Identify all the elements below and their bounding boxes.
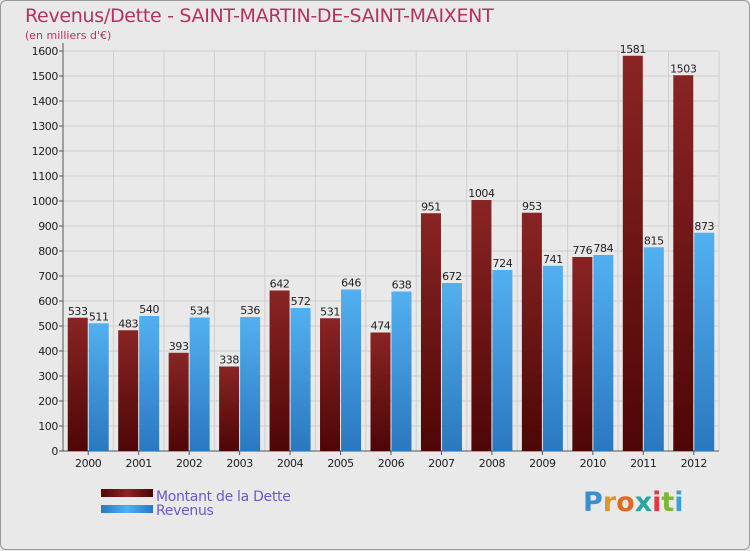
data-label: 533 [68,305,88,318]
x-tick-label: 2000 [75,457,102,470]
x-tick-label: 2001 [125,457,151,470]
y-tick-label: 700 [38,270,58,283]
x-tick-label: 2008 [479,457,506,470]
y-tick-label: 400 [38,345,58,358]
data-label: 474 [371,320,391,333]
x-tick-label: 2009 [529,457,556,470]
x-tick-label: 2006 [378,457,405,470]
bar-dette [370,332,391,451]
data-label: 873 [694,220,714,233]
bar-dette [420,213,441,451]
bar-dette [320,318,341,451]
data-label: 534 [190,305,210,318]
data-label: 672 [442,270,462,283]
bar-revenus [88,323,109,451]
data-label: 511 [89,310,109,323]
data-label: 724 [493,257,513,270]
legend-label-dette: Montant de la Dette [156,489,291,505]
x-tick-label: 2012 [681,457,707,470]
y-tick-label: 1200 [32,145,59,158]
y-tick-label: 1500 [32,70,59,83]
bar-dette [471,200,492,451]
x-tick-label: 2010 [580,457,607,470]
y-tick-label: 600 [38,295,58,308]
x-tick-label: 2002 [176,457,202,470]
bar-revenus [341,289,362,451]
y-tick-label: 900 [38,220,58,233]
data-label: 536 [240,304,260,317]
data-label: 776 [572,244,592,257]
legend-swatch-revenus [101,505,153,513]
y-tick-label: 1000 [32,195,59,208]
data-label: 540 [139,303,159,316]
legend-swatch-dette [101,489,153,497]
bar-dette [219,366,240,451]
bar-dette [673,75,694,451]
chart-title: Revenus/Dette - SAINT-MARTIN-DE-SAINT-MA… [25,5,494,27]
data-label: 646 [341,277,361,290]
y-tick-label: 1100 [32,170,59,183]
data-label: 815 [644,234,664,247]
bar-revenus [240,317,261,451]
data-label: 572 [291,295,311,308]
bar-revenus [492,270,513,451]
bar-dette [168,352,189,451]
x-tick-label: 2005 [327,457,354,470]
y-tick-label: 0 [51,445,58,458]
legend-label-revenus: Revenus [156,503,214,519]
data-label: 1004 [468,187,495,200]
bar-dette [521,212,542,451]
y-tick-label: 100 [38,420,58,433]
data-label: 393 [169,340,189,353]
y-tick-label: 1600 [32,45,59,58]
y-tick-label: 1400 [32,95,59,108]
bar-revenus [189,317,210,451]
y-tick-label: 200 [38,395,58,408]
x-tick-label: 2003 [226,457,253,470]
x-tick-label: 2011 [630,457,656,470]
x-tick-label: 2004 [277,457,304,470]
data-label: 953 [522,200,542,213]
bar-dette [622,55,643,451]
bar-dette [269,290,290,451]
proxiti-logo: Proxiti [583,487,684,518]
bar-revenus [593,255,614,451]
bar-revenus [694,232,715,451]
y-tick-label: 1300 [32,120,59,133]
y-tick-label: 500 [38,320,58,333]
bar-revenus [441,283,462,451]
data-label: 951 [421,200,441,213]
data-label: 1581 [620,43,646,56]
bar-dette [67,317,88,451]
bars [67,55,715,451]
bar-revenus [139,316,160,451]
data-label: 338 [219,354,239,367]
data-label: 784 [593,242,613,255]
grid [62,50,720,452]
data-label: 638 [392,279,412,292]
data-label: 1503 [670,62,697,75]
bar-revenus [290,308,311,451]
data-label: 483 [118,317,138,330]
bar-revenus [643,247,664,451]
x-tick-label: 2007 [428,457,455,470]
y-tick-label: 800 [38,245,58,258]
bar-revenus [542,265,563,451]
chart-subtitle: (en milliers d'€) [25,29,112,42]
data-label: 531 [320,305,340,318]
bar-revenus [391,291,412,451]
legend: Montant de la Dette Revenus [101,489,291,519]
bar-dette [118,330,139,451]
y-tick-label: 300 [38,370,58,383]
bar-dette [572,257,593,451]
data-label: 741 [543,253,563,266]
data-label: 642 [270,278,290,291]
